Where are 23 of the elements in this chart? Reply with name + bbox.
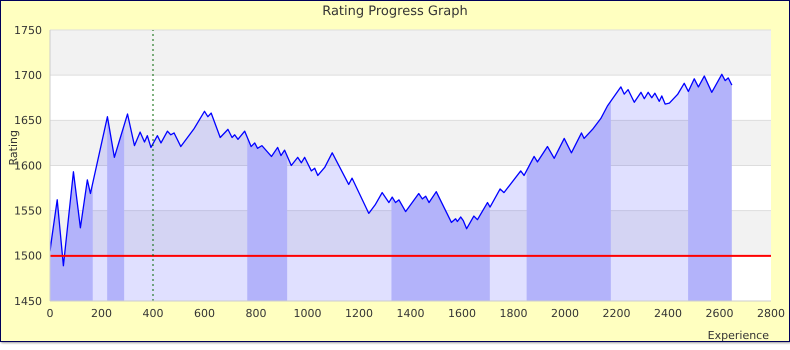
x-tick-label: 2200 [602, 306, 630, 320]
x-tick-label: 400 [142, 306, 164, 320]
x-axis-title: Experience [708, 329, 770, 342]
x-tick-label: 2600 [706, 306, 734, 320]
chart-title: Rating Progress Graph [321, 4, 469, 19]
y-tick-label: 1700 [14, 69, 42, 82]
y-tick-label: 1550 [14, 204, 42, 218]
y-tick-label: 1650 [14, 114, 42, 128]
x-tick-label: 2800 [757, 306, 785, 320]
x-tick-label: 200 [91, 306, 112, 320]
x-tick-label: 1200 [345, 306, 373, 320]
x-tick-label: 1000 [294, 306, 322, 320]
y-tick-label: 1750 [14, 24, 42, 37]
x-tick-label: 2400 [654, 306, 682, 320]
x-tick-label: 1800 [500, 306, 528, 320]
y-tick-label: 1450 [14, 294, 42, 308]
x-tick-label: 800 [246, 306, 266, 320]
x-tick-label: 2000 [551, 306, 579, 320]
x-tick-label: 1600 [448, 306, 476, 320]
x-tick-label: 0 [46, 306, 54, 320]
x-tick-label: 600 [194, 306, 215, 320]
y-tick-label: 1500 [14, 250, 42, 263]
x-tick-label: 1400 [396, 306, 424, 320]
